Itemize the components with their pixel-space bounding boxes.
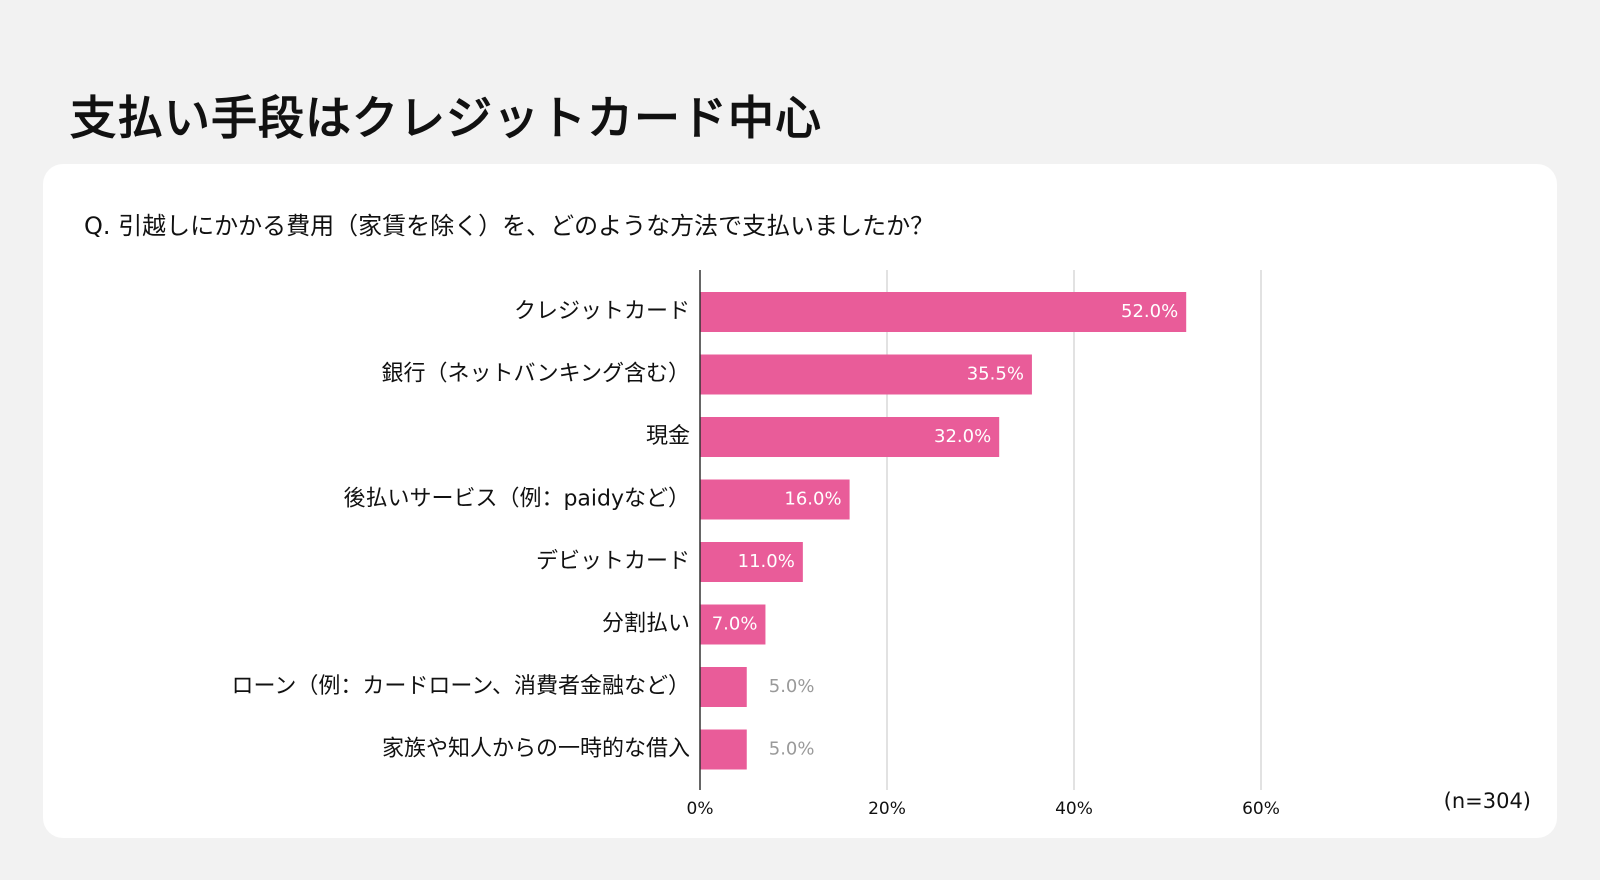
value-label: 52.0% [1121, 301, 1178, 322]
bar [700, 417, 1000, 457]
question-text: Q. 引越しにかかる費用（家賃を除く）を、どのような方法で支払いましたか？ [84, 212, 935, 240]
value-label: 5.0% [769, 676, 815, 697]
bar [700, 604, 766, 645]
x-tick-label: 0% [687, 799, 714, 819]
bar [700, 667, 747, 707]
category-label: 現金 [646, 424, 690, 449]
bar [700, 354, 1032, 395]
value-label: 32.0% [934, 426, 991, 447]
value-label: 35.5% [967, 364, 1024, 385]
page-title: 支払い手段はクレジットカード中心 [70, 91, 822, 145]
category-label: 後払いサービス（例：paidyなど） [343, 487, 690, 512]
x-tick-label: 40% [1055, 799, 1093, 819]
category-label: デビットカード [536, 549, 690, 574]
category-label: クレジットカード [514, 299, 690, 324]
bar [700, 729, 747, 770]
x-tick-label: 20% [868, 799, 906, 819]
sample-size-note: (n=304) [1444, 789, 1531, 813]
bar [700, 479, 850, 520]
x-tick-label: 60% [1242, 799, 1280, 819]
category-label: 家族や知人からの一時的な借入 [382, 737, 690, 762]
category-label: 分割払い [602, 612, 690, 637]
value-label: 7.0% [712, 614, 758, 635]
category-label: ローン（例：カードローン、消費者金融など） [232, 674, 690, 699]
category-label: 銀行（ネットバンキング含む） [382, 362, 690, 387]
value-label: 5.0% [769, 739, 815, 760]
bar [700, 542, 803, 582]
value-label: 16.0% [784, 489, 841, 510]
value-label: 11.0% [738, 551, 795, 572]
bar [700, 292, 1187, 332]
